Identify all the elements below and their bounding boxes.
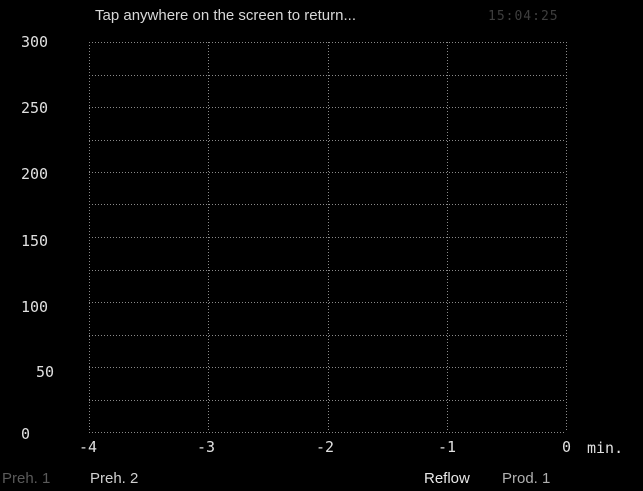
x-tick-label-minus-3: -3	[197, 439, 215, 455]
x-axis-unit-label: min.	[587, 440, 623, 456]
phase-preheat-1: Preh. 1	[2, 471, 50, 487]
x-tick-label-minus-2: -2	[316, 439, 334, 455]
y-tick-label-100: 100	[21, 299, 71, 315]
phase-preheat-2: Preh. 2	[90, 471, 138, 487]
phase-product-1: Prod. 1	[502, 471, 550, 487]
y-tick-label-300: 300	[21, 34, 71, 50]
y-tick-label-200: 200	[21, 166, 71, 182]
y-tick-label-250: 250	[21, 100, 71, 116]
x-tick-label-0: 0	[562, 439, 571, 455]
phase-reflow: Reflow	[424, 471, 470, 487]
y-tick-label-150: 150	[21, 233, 71, 249]
x-tick-label-minus-1: -1	[438, 439, 456, 455]
x-tick-label-minus-4: -4	[79, 439, 97, 455]
y-tick-label-0: 0	[21, 426, 71, 442]
y-tick-label-50: 50	[36, 364, 86, 380]
